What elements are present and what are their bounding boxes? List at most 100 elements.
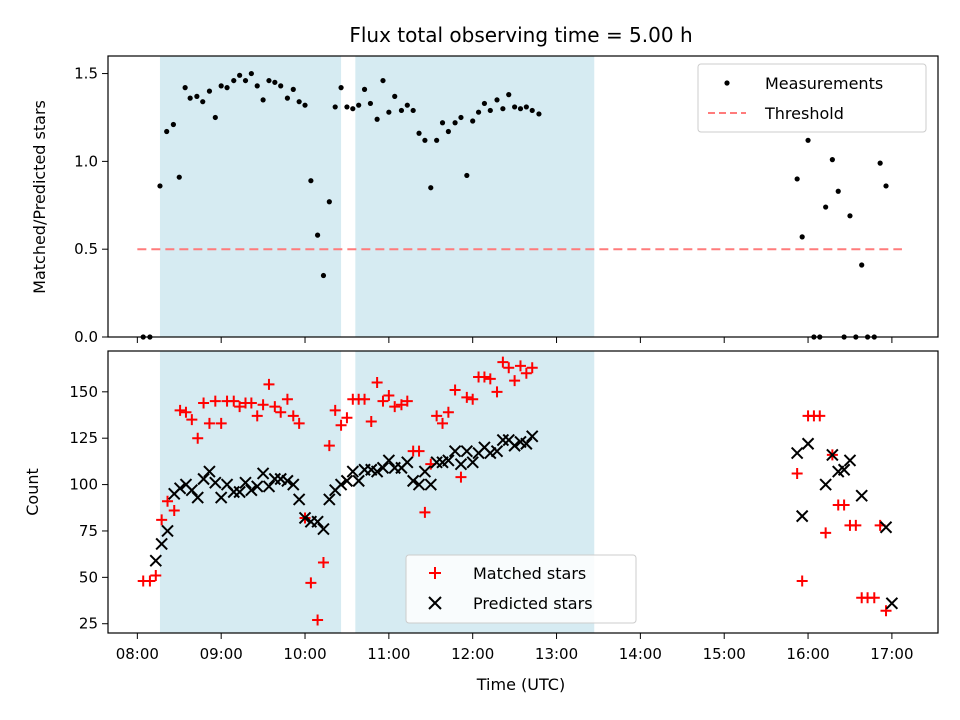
- measurement-point: [212, 114, 218, 121]
- predicted-legend-label: Predicted stars: [473, 594, 593, 613]
- predicted-star-point: [412, 478, 426, 491]
- measurement-point: [487, 107, 493, 114]
- predicted-star-point: [442, 454, 455, 467]
- measurement-point: [302, 102, 308, 108]
- predicted-star-point: [155, 537, 168, 551]
- y-tick-label: 0.5: [74, 240, 98, 258]
- x-tick-label: 08:00: [116, 645, 159, 663]
- predicted-star-point: [819, 478, 832, 491]
- matched-legend-marker: [429, 567, 441, 579]
- measurement-point: [428, 185, 434, 191]
- measurement-point: [187, 95, 193, 101]
- predicted-star-point: [520, 437, 533, 450]
- x-tick-label: 15:00: [703, 645, 746, 663]
- measurement-point: [164, 128, 170, 135]
- measurement-point: [398, 107, 405, 114]
- y-tick-label: 50: [79, 568, 98, 586]
- measurement-point: [374, 116, 380, 122]
- matched-star-point: [413, 445, 425, 457]
- predicted-star-point: [460, 444, 474, 458]
- measurement-point: [361, 86, 368, 92]
- predicted-star-point: [298, 511, 312, 525]
- matched-star-point: [820, 527, 832, 539]
- measurement-point: [512, 104, 518, 110]
- matched-star-point: [395, 399, 407, 411]
- measurement-point: [859, 262, 865, 268]
- matched-star-point: [449, 384, 461, 396]
- measurement-point: [464, 172, 470, 179]
- matched-star-point: [401, 395, 413, 407]
- measurement-point: [529, 107, 535, 114]
- x-tick-label: 16:00: [786, 645, 829, 663]
- predicted-star-point: [370, 465, 384, 478]
- predicted-star-point: [245, 483, 258, 497]
- matched-star-point: [293, 417, 305, 429]
- matched-star-point: [305, 577, 317, 589]
- predicted-star-point: [203, 465, 216, 478]
- matched-legend-label: Matched stars: [473, 564, 586, 583]
- measurement-point: [332, 104, 338, 110]
- ratio-panel: 0.0 0.5 1.0 1.5 Matched/Predicted stars Mea…: [30, 55, 939, 346]
- figure-title: Flux total observing time = 5.00 h: [349, 23, 692, 47]
- predicted-star-point: [239, 476, 252, 489]
- matched-star-point: [251, 410, 263, 422]
- matched-star-point: [317, 557, 329, 568]
- matched-star-point: [520, 367, 532, 379]
- predicted-star-point: [790, 446, 804, 460]
- observing-windows: [159, 56, 595, 337]
- matched-star-point: [419, 506, 431, 518]
- measurement-point: [386, 109, 392, 115]
- matched-star-point: [269, 401, 281, 413]
- ratio-x-ticks: [136, 337, 893, 343]
- measurement-point: [260, 97, 266, 103]
- y-tick-label: 1.5: [74, 65, 98, 83]
- measurement-point: [326, 199, 332, 205]
- measurement-point: [206, 88, 213, 94]
- measurement-point: [176, 174, 182, 180]
- predicted-star-point: [262, 480, 276, 493]
- y-tick-label: 125: [69, 429, 98, 447]
- matched-star-point: [275, 406, 287, 418]
- matched-star-point: [838, 499, 850, 511]
- measurement-point: [500, 106, 506, 112]
- predicted-star-point: [526, 430, 539, 443]
- predicted-star-point: [826, 448, 839, 462]
- predicted-star-point: [227, 485, 240, 499]
- measurement-point: [380, 77, 386, 84]
- measurement-point: [248, 70, 254, 77]
- predicted-star-point: [376, 461, 390, 475]
- predicted-star-point: [233, 485, 246, 499]
- predicted-star-point: [496, 433, 510, 447]
- matched-star-point: [377, 395, 389, 407]
- predicted-star-point: [161, 524, 174, 538]
- matched-star-point: [484, 373, 496, 385]
- predicted-star-point: [843, 454, 857, 467]
- measurement-point: [290, 86, 296, 92]
- matched-star-point: [467, 393, 479, 405]
- measurement-point: [254, 83, 260, 89]
- predicted-star-point: [311, 515, 324, 528]
- matched-star-point: [281, 393, 293, 405]
- matched-star-point: [323, 440, 335, 452]
- x-tick-label: 09:00: [200, 645, 243, 663]
- measurement-point: [350, 106, 356, 112]
- matched-star-point: [389, 401, 401, 413]
- x-tick-label: 10:00: [283, 645, 326, 663]
- x-tick-label: 11:00: [367, 645, 410, 663]
- predicted-star-point: [508, 439, 521, 452]
- predicted-star-point: [406, 474, 420, 488]
- y-tick-label: 75: [79, 522, 98, 540]
- predicted-star-point: [837, 463, 851, 476]
- ratio-axes-frame: [107, 55, 939, 338]
- x-tick-label: 12:00: [451, 645, 494, 663]
- measurement-point: [506, 92, 512, 98]
- x-axis-label: Time (UTC): [476, 675, 565, 694]
- measurement-point: [367, 100, 374, 107]
- matched-star-point: [850, 519, 862, 531]
- measurement-point: [475, 109, 482, 115]
- matched-star-point: [371, 377, 383, 389]
- predicted-star-point: [490, 444, 504, 458]
- matched-star-point: [228, 395, 240, 407]
- predicted-star-point: [401, 456, 414, 469]
